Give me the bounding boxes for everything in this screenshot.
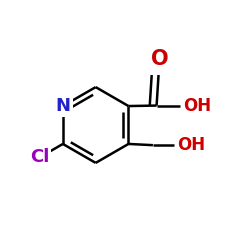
Text: Cl: Cl (30, 148, 49, 166)
Text: O: O (151, 49, 168, 69)
Text: OH: OH (184, 96, 212, 114)
Text: N: N (55, 97, 70, 115)
Text: OH: OH (177, 136, 206, 154)
